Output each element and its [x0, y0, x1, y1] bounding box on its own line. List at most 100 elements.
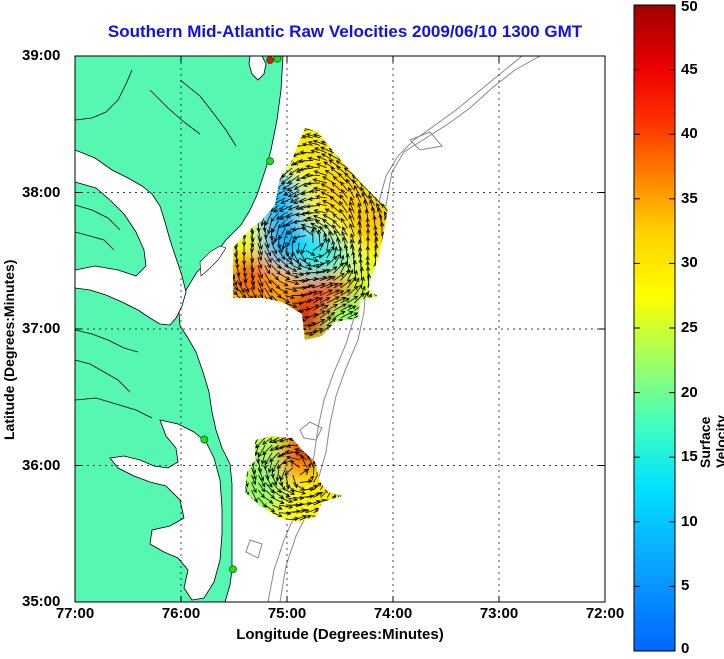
colorbar-tick-label: 10 [681, 512, 698, 530]
arrow-head [324, 208, 330, 213]
arrow-shaft [369, 200, 376, 214]
arrow-head [271, 468, 276, 474]
arrow-head [341, 297, 347, 301]
colorbar-tick-label: 40 [681, 125, 698, 143]
velocity-arrow [361, 191, 369, 206]
arrow-shaft [307, 217, 320, 221]
velocity-arrow [340, 298, 350, 304]
velocity-arrow [271, 220, 279, 234]
velocity-arrow [326, 317, 337, 326]
arrow-head [270, 240, 275, 246]
arrow-shaft [319, 304, 329, 311]
velocity-arrow [264, 272, 272, 285]
arrow-head [345, 252, 350, 258]
velocity-arrow [312, 290, 324, 296]
arrow-head [332, 219, 337, 225]
velocity-arrow [320, 146, 334, 154]
arrow-head [257, 468, 263, 474]
arrow-shaft [285, 257, 293, 265]
colorbar-label: Surface Velocity (cm/s) [697, 415, 724, 468]
arrow-head [276, 488, 282, 494]
velocity-arrow [257, 265, 263, 279]
station-markers [200, 56, 282, 574]
velocity-arrow [233, 287, 238, 296]
velocity-arrow [331, 182, 341, 191]
arrow-head [274, 275, 280, 281]
velocity-arrow [338, 246, 343, 259]
arrow-head [292, 267, 298, 272]
arrow-head [318, 297, 324, 302]
velocity-arrow [264, 212, 272, 227]
velocity-arrow [265, 497, 274, 504]
velocity-arrow [250, 235, 255, 249]
arrow-head [360, 276, 365, 282]
arrow-shaft [302, 135, 314, 139]
arrow-head [260, 493, 265, 499]
arrow-head [325, 249, 331, 254]
arrow-shaft [274, 227, 279, 242]
arrow-shaft [286, 220, 300, 226]
velocity-arrow [278, 287, 289, 294]
arrow-shaft [290, 197, 300, 203]
arrow-shaft [272, 512, 283, 517]
arrow-shaft [347, 305, 356, 311]
velocity-arrow [342, 226, 348, 236]
arrow-shaft [348, 207, 355, 221]
velocity-arrow [316, 155, 327, 161]
arrow-head [266, 263, 271, 269]
arrow-shaft [336, 160, 348, 169]
rivers [75, 69, 237, 419]
arrow-head [332, 266, 338, 271]
arrow-head [312, 186, 318, 191]
arrow-head [322, 176, 328, 181]
arrow-shaft [319, 276, 333, 281]
velocity-arrow [285, 489, 296, 495]
velocity-arrow [301, 226, 314, 236]
arrow-shaft [314, 147, 327, 154]
arrow-shaft [278, 220, 286, 229]
arrow-shaft [356, 193, 362, 206]
arrow-head [250, 258, 255, 264]
arrow-shaft [298, 250, 307, 263]
arrow-shaft [339, 194, 348, 206]
arrow-head [333, 229, 338, 235]
velocity-arrow [324, 208, 334, 214]
arrow-head [304, 508, 310, 513]
arrow-shaft [265, 489, 275, 499]
y-tick-label: 35:00 [22, 593, 61, 610]
arrow-shaft [371, 206, 376, 221]
velocity-arrow [298, 158, 313, 164]
velocity-arrow [352, 179, 362, 191]
station-marker [266, 157, 274, 166]
arrow-shaft [290, 460, 300, 468]
velocity-arrow [312, 310, 326, 319]
arrow-head [319, 225, 324, 231]
arrow-head [333, 282, 339, 287]
arrow-shaft [329, 196, 341, 206]
arrow-head [283, 289, 289, 294]
arrow-shaft [319, 249, 331, 259]
arrow-shaft [295, 451, 307, 461]
arrow-shaft [333, 303, 347, 311]
arrow-head [315, 194, 321, 199]
arrow-head [279, 452, 285, 457]
arrow-head [250, 275, 255, 281]
arrow-head [361, 191, 366, 197]
arrow-shaft [351, 244, 355, 259]
velocity-arrow [347, 285, 359, 296]
arrow-head [281, 255, 286, 261]
arrow-shaft [299, 291, 313, 296]
arrow-head [294, 448, 300, 453]
arrow-head [348, 214, 353, 220]
colorbar-tick-label: 25 [681, 319, 698, 336]
velocity-arrow [269, 444, 280, 452]
velocity-arrow [319, 268, 331, 274]
arrow-head [346, 289, 351, 294]
velocity-arrow [278, 250, 286, 261]
velocity-arrow [271, 242, 278, 255]
velocity-arrow [250, 272, 256, 286]
arrow-shaft [278, 250, 286, 260]
arrow-head [263, 234, 268, 239]
arrow-head [340, 310, 346, 315]
velocity-arrow [348, 206, 355, 221]
